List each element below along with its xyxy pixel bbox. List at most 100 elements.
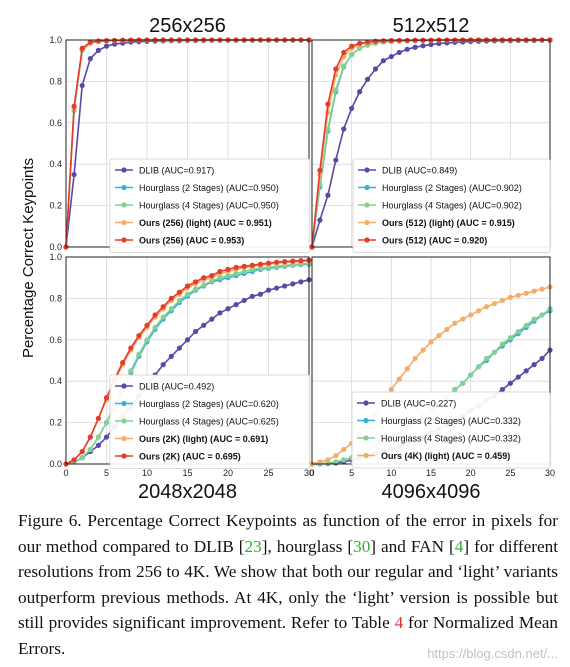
y-tick-label: 0.2: [49, 201, 62, 211]
legend-item-2: Hourglass (2 Stages) (AUC=0.950): [115, 183, 279, 193]
chart-panel-2: 512x512 DLIB (AUC=0.849) Hourglass (2 Stag…: [309, 15, 553, 253]
data-point: [209, 316, 215, 322]
data-point: [491, 349, 498, 355]
legend-label: Hourglass (2 Stages) (AUC=0.950): [139, 183, 279, 193]
y-tick-label: 0.0: [49, 242, 62, 252]
data-point: [388, 386, 394, 393]
data-point: [71, 103, 77, 109]
data-point: [349, 105, 355, 111]
data-point: [396, 49, 402, 56]
data-point: [274, 259, 280, 265]
data-point: [201, 282, 207, 288]
data-point: [499, 386, 505, 393]
legend-item-1: DLIB (AUC=0.917): [115, 165, 214, 175]
data-point: [388, 53, 394, 60]
x-tick-label: 20: [466, 468, 476, 478]
data-point: [160, 304, 166, 310]
data-point: [95, 442, 101, 448]
legend-label: Ours (2K) (light) (AUC = 0.691): [139, 434, 268, 444]
data-point: [388, 38, 394, 44]
legend: DLIB (AUC=0.492) Hourglass (2 Stages) (AU…: [109, 374, 311, 469]
data-point: [364, 39, 371, 45]
legend-marker: [364, 237, 370, 243]
caption-text-5: for Normalized Mean Errors.: [18, 613, 558, 658]
data-point: [160, 314, 166, 320]
legend-item-5: Ours (2K) (AUC = 0.695): [115, 451, 241, 461]
panel-title: 256x256: [149, 15, 226, 37]
data-point: [95, 434, 101, 440]
data-point: [317, 217, 323, 223]
data-point: [217, 275, 223, 281]
legend-label: Ours (256) (light) (AUC = 0.951): [139, 218, 272, 228]
legend-item-4: Ours (512) (light) (AUC = 0.915): [358, 218, 515, 228]
legend-marker: [121, 383, 127, 389]
watermark: https://blog.csdn.net/...: [427, 646, 558, 661]
legend: DLIB (AUC=0.917) Hourglass (2 Stages) (AU…: [109, 158, 311, 253]
data-point: [290, 258, 296, 264]
data-point: [436, 333, 442, 339]
data-point: [468, 372, 474, 378]
data-point: [160, 362, 166, 368]
y-tick-label: 0.0: [49, 459, 62, 469]
data-point: [341, 126, 347, 132]
panel-title: 4096x4096: [382, 481, 481, 503]
data-point: [404, 46, 410, 52]
data-point: [274, 285, 280, 291]
x-tick-label: 0: [309, 468, 314, 478]
data-point: [412, 355, 418, 362]
data-point: [372, 66, 379, 72]
y-tick-label: 1.0: [49, 35, 62, 45]
data-point: [531, 316, 537, 322]
data-point: [225, 306, 231, 312]
legend-item-3: Hourglass (4 Stages) (AUC=0.332): [357, 433, 521, 443]
legend-box: [109, 374, 311, 469]
series-5: [63, 257, 312, 467]
y-tick-label: 0.2: [49, 418, 62, 428]
legend-marker: [363, 417, 369, 424]
data-point: [241, 268, 247, 275]
data-point: [515, 328, 521, 335]
data-point: [483, 355, 490, 362]
data-point: [412, 44, 418, 50]
x-tick-label: 5: [349, 468, 354, 478]
citation-link-30[interactable]: 30: [353, 536, 371, 556]
legend-item-2: Hourglass (2 Stages) (AUC=0.902): [358, 183, 522, 193]
data-point: [428, 339, 434, 345]
caption-text-3: ] and FAN [: [370, 536, 455, 556]
figure-caption: Figure 6. Percentage Correct Keypoints a…: [18, 508, 558, 661]
data-point: [168, 295, 174, 301]
data-point: [523, 368, 529, 374]
x-tick-label: 25: [505, 468, 515, 478]
data-point: [523, 322, 529, 328]
data-point: [103, 43, 110, 49]
legend-label: Ours (256) (AUC = 0.953): [139, 235, 244, 245]
data-point: [103, 420, 110, 426]
citation-link-4[interactable]: 4: [454, 536, 464, 556]
data-point: [349, 43, 355, 49]
data-point: [325, 192, 331, 198]
legend-label: Hourglass (4 Stages) (AUC=0.950): [139, 200, 279, 210]
data-point: [217, 268, 223, 275]
x-tick-label: 15: [182, 468, 192, 478]
data-point: [168, 306, 174, 312]
legend-label: Ours (512) (AUC = 0.920): [382, 235, 487, 245]
legend-label: Ours (2K) (AUC = 0.695): [139, 451, 241, 461]
data-point: [184, 291, 191, 297]
legend-marker: [364, 202, 370, 208]
data-point: [233, 302, 239, 308]
legend-marker: [364, 184, 370, 191]
legend-marker: [121, 219, 127, 226]
data-point: [95, 38, 101, 44]
legend-marker: [121, 400, 127, 407]
data-point: [515, 374, 521, 380]
legend-marker: [121, 418, 127, 424]
data-point: [452, 386, 458, 393]
legend-marker: [363, 400, 369, 406]
legend-label: Hourglass (4 Stages) (AUC=0.332): [381, 433, 521, 443]
data-point: [380, 38, 386, 44]
data-point: [499, 341, 505, 347]
data-point: [325, 457, 331, 463]
table-link-4[interactable]: 4: [394, 613, 404, 632]
legend-label: Hourglass (4 Stages) (AUC=0.902): [382, 200, 522, 210]
citation-link-23[interactable]: 23: [244, 536, 262, 556]
